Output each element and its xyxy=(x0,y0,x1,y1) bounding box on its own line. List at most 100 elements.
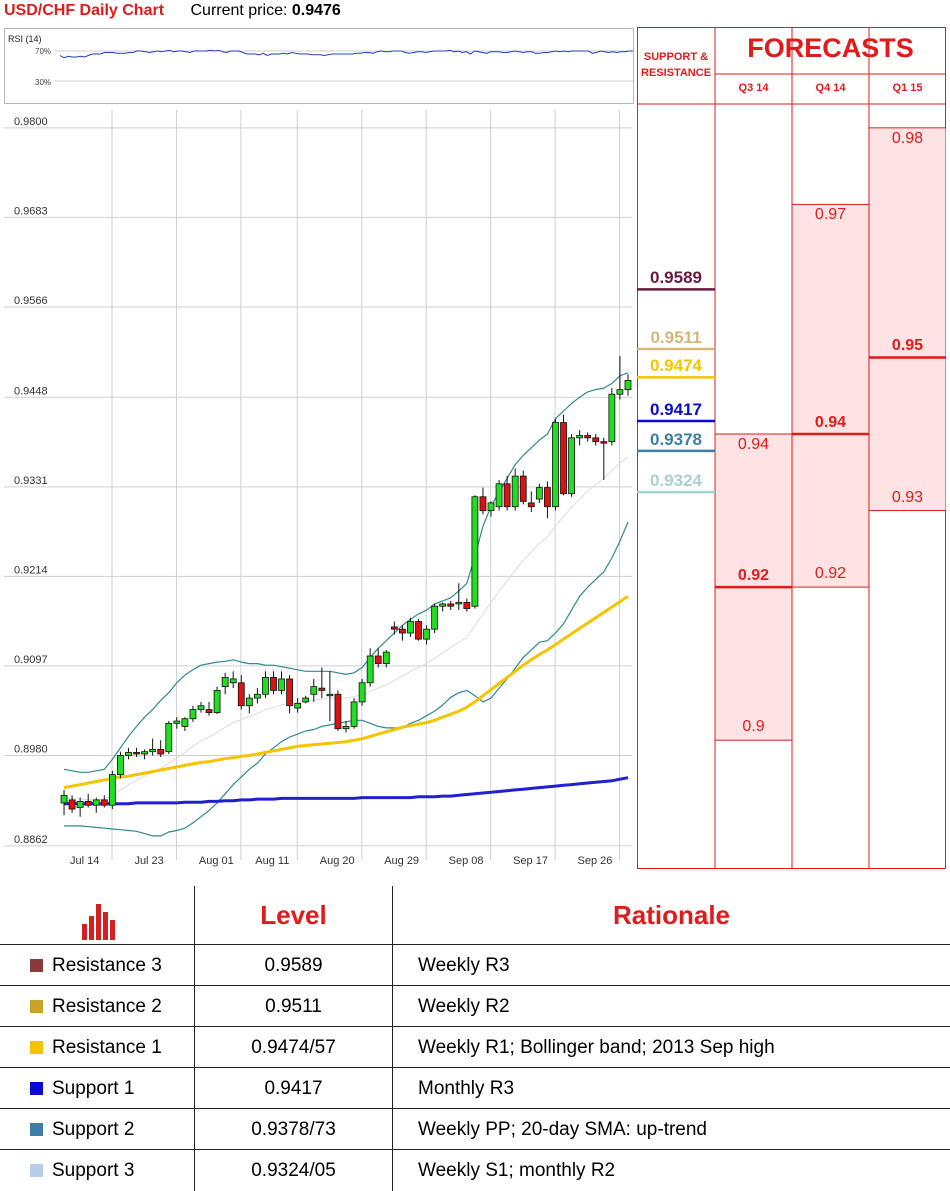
candle-body xyxy=(624,380,632,391)
row-rationale: Weekly R3 xyxy=(418,955,510,976)
x-tick-label: Aug 20 xyxy=(320,855,355,867)
price-readout: Current price: 0.9476 xyxy=(190,2,340,19)
candle-body xyxy=(157,748,165,755)
candle-body xyxy=(382,651,390,665)
candle-body xyxy=(415,621,422,640)
bar-chart-icon xyxy=(82,904,115,940)
candle-body xyxy=(173,720,181,724)
candle-body xyxy=(245,697,253,707)
row-level: 0.9589 xyxy=(264,955,323,976)
candle-body xyxy=(487,502,495,511)
candle-body xyxy=(535,487,543,500)
candle-body xyxy=(334,693,342,730)
candle-body xyxy=(60,794,68,804)
forecasts-panel: SUPPORT & RESISTANCE FORECASTS Q3 14 Q4 … xyxy=(637,27,946,869)
candle-body xyxy=(374,655,382,665)
quarter-q4-14: Q4 14 xyxy=(815,82,846,94)
sma-blue-line xyxy=(64,776,629,806)
row-rationale: Weekly S1; monthly R2 xyxy=(418,1160,616,1181)
x-tick-label: Jul 23 xyxy=(134,855,163,867)
candle-body xyxy=(262,677,269,695)
chart-title: USD/CHF Daily Chart xyxy=(4,2,165,19)
candle-body xyxy=(84,801,92,806)
sr-level-0: 0.9589 xyxy=(650,268,702,288)
quarter-q1-15: Q1 15 xyxy=(892,82,923,94)
candle-body xyxy=(318,687,326,691)
candle-body xyxy=(616,389,624,395)
x-tick-label: Sep 17 xyxy=(513,855,548,867)
candle-body xyxy=(149,748,157,753)
table-row: Support 2 0.9378/73 Weekly PP; 20-day SM… xyxy=(0,1108,950,1150)
rationale-header: Rationale xyxy=(612,900,731,930)
candle-body xyxy=(286,678,294,707)
candle-body xyxy=(366,655,374,684)
candle-body xyxy=(189,709,197,720)
rsi-label: RSI (14) xyxy=(8,34,42,44)
rsi-level-30: 30% xyxy=(35,78,51,87)
x-tick-label: Aug 01 xyxy=(199,855,234,867)
candle-body xyxy=(221,677,229,688)
row-level: 0.9474/57 xyxy=(251,1037,336,1058)
candle-body xyxy=(302,697,310,703)
sr-header-line2: RESISTANCE xyxy=(640,67,712,79)
x-tick-label: Aug 29 xyxy=(384,855,419,867)
row-level: 0.9324/05 xyxy=(251,1160,336,1181)
forecasts-title: FORECASTS xyxy=(747,33,914,63)
bollinger-upper-line xyxy=(63,372,629,773)
current-price: 0.9476 xyxy=(291,2,341,19)
forecast-q1-low: 0.93 xyxy=(891,488,924,506)
y-tick-label: 0.9448 xyxy=(14,385,48,397)
candle-body xyxy=(439,603,447,607)
support-resistance-header: SUPPORT & RESISTANCE xyxy=(637,49,715,81)
rsi-line xyxy=(59,49,633,59)
sr-level-4: 0.9378 xyxy=(650,429,702,449)
candle-body xyxy=(568,437,575,495)
candle-body xyxy=(560,422,567,495)
row-name: Resistance 2 xyxy=(52,996,162,1017)
candle-body xyxy=(503,483,511,508)
forecast-q3-high: 0.94 xyxy=(737,436,770,453)
candle-body xyxy=(350,701,358,727)
row-level: 0.9511 xyxy=(265,996,322,1017)
y-tick-label: 0.8980 xyxy=(14,743,48,755)
bollinger-lower-line xyxy=(64,521,629,837)
row-rationale: Weekly R1; Bollinger band; 2013 Sep high xyxy=(418,1037,775,1058)
table-row: Resistance 2 0.9511 Weekly R2 xyxy=(0,985,950,1027)
table-row: Resistance 3 0.9589 Weekly R3 xyxy=(0,944,950,986)
candle-body xyxy=(68,799,76,810)
sr-level-2: 0.9474 xyxy=(650,356,702,376)
y-tick-label: 0.9097 xyxy=(14,654,48,666)
candle-body xyxy=(600,441,608,444)
y-tick-label: 0.8862 xyxy=(14,834,48,846)
forecast-q3-mid: 0.92 xyxy=(737,567,770,585)
forecast-range xyxy=(868,127,946,512)
candle-body xyxy=(552,422,559,508)
row-rationale: Weekly R2 xyxy=(418,996,510,1017)
candle-body xyxy=(229,678,237,684)
color-swatch xyxy=(30,1123,43,1136)
color-swatch xyxy=(30,1082,43,1095)
row-level: 0.9378/73 xyxy=(251,1119,336,1140)
candle-body xyxy=(205,709,213,714)
candle-body xyxy=(117,755,124,776)
candle-body xyxy=(310,686,318,695)
forecasts-plot xyxy=(637,27,946,869)
candle-body xyxy=(342,726,350,730)
forecast-q4-low: 0.92 xyxy=(814,565,847,583)
y-tick-label: 0.9566 xyxy=(14,295,48,307)
level-header: Level xyxy=(260,900,327,930)
candle-body xyxy=(108,774,116,806)
candle-body xyxy=(213,690,221,714)
row-rationale: Monthly R3 xyxy=(418,1078,515,1099)
row-level: 0.9417 xyxy=(264,1078,323,1099)
candle-body xyxy=(92,799,100,806)
candle-body xyxy=(511,475,519,508)
forecast-q1-high: 0.98 xyxy=(891,129,924,147)
y-tick-label: 0.9683 xyxy=(14,205,48,217)
candle-body xyxy=(358,682,366,703)
sr-level-1: 0.9511 xyxy=(650,328,702,348)
candle-body xyxy=(519,475,527,502)
sr-level-3: 0.9417 xyxy=(650,399,702,419)
candle-body xyxy=(423,628,430,640)
rsi-plot: RSI (14) 70% 30% xyxy=(8,34,633,87)
